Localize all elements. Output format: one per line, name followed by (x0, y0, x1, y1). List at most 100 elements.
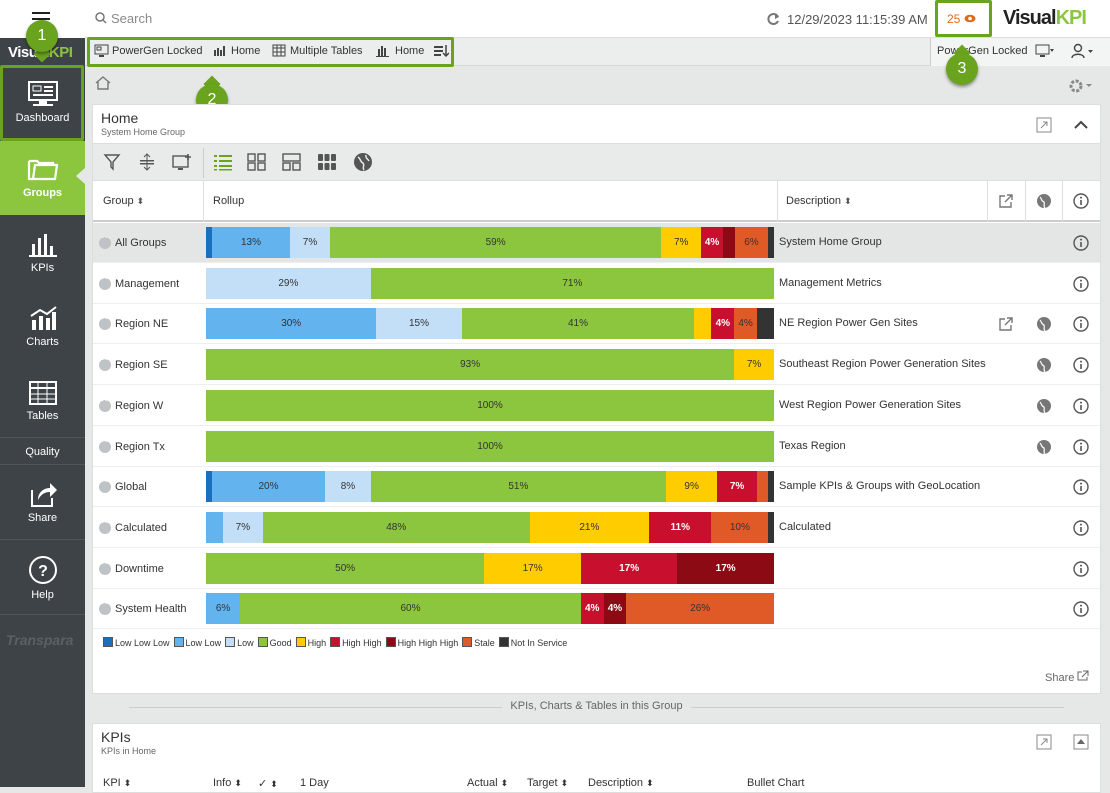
table-row[interactable]: Region NE 30%15%41% 4%4% NE Region Power Ge… (93, 304, 1100, 345)
rollup-segment[interactable]: 50% (206, 552, 485, 584)
rollup-segment[interactable]: 7% (290, 227, 330, 258)
rollup-segment[interactable]: 17% (484, 552, 581, 584)
expand-icon[interactable] (1036, 117, 1052, 133)
table-row[interactable]: Region W 100% West Region Power Generation… (93, 386, 1100, 426)
table-row[interactable]: Region SE 93%7% Southeast Region Power Gen… (93, 345, 1100, 386)
globe-icon[interactable] (353, 152, 373, 172)
info-icon[interactable] (1073, 438, 1089, 458)
table-row[interactable]: Downtime 50%17%17%17% (93, 549, 1100, 589)
external-link-icon[interactable] (998, 316, 1014, 335)
row-menu-icon[interactable] (99, 476, 111, 494)
info-icon[interactable] (1073, 235, 1089, 254)
column-header-group[interactable]: Group ⬍ (103, 195, 144, 207)
collapse-icon[interactable] (1073, 119, 1089, 131)
group-name[interactable]: Region Tx (115, 440, 165, 453)
rollup-bar[interactable]: 29% 71% (206, 267, 774, 299)
rollup-segment[interactable]: 11% (649, 511, 712, 543)
rollup-segment[interactable] (756, 471, 769, 503)
rollup-segment[interactable]: 48% (262, 511, 530, 543)
group-name[interactable]: Downtime (115, 562, 164, 575)
nav-quality[interactable]: Quality (0, 437, 85, 465)
rollup-segment[interactable]: 8% (325, 471, 371, 503)
table-row[interactable]: Region Tx 100% Texas Region (93, 427, 1100, 467)
group-name[interactable]: All Groups (115, 237, 167, 249)
rollup-bar[interactable]: 100% (206, 430, 774, 462)
nav-kpis[interactable]: KPIs (0, 218, 85, 290)
rollup-bar[interactable]: 93% 7% (206, 349, 774, 381)
rollup-segment[interactable]: 7% (717, 471, 757, 503)
globe-header-icon[interactable] (1036, 193, 1052, 209)
nav-tables[interactable]: Tables (0, 366, 85, 436)
info-icon[interactable] (1073, 398, 1089, 417)
rollup-segment[interactable]: 71% (370, 267, 774, 299)
sort-favorites-icon[interactable] (433, 44, 449, 58)
kpi-column-1day[interactable]: 1 Day (300, 777, 329, 789)
rollup-segment[interactable]: 29% (206, 267, 371, 299)
rollup-segment[interactable]: 41% (461, 308, 695, 340)
group-name[interactable]: Region SE (115, 359, 168, 372)
rollup-segment[interactable] (206, 471, 212, 503)
tile-view-icon[interactable] (282, 153, 302, 171)
favorite-link[interactable]: Home (231, 45, 261, 57)
add-dashboard-icon[interactable] (171, 152, 193, 172)
compact-view-icon[interactable] (317, 153, 337, 171)
row-menu-icon[interactable] (99, 313, 111, 331)
table-row[interactable]: Global 20%8%51%9%7% Sample KPIs & Groups w… (93, 467, 1100, 508)
user-icon[interactable] (1071, 43, 1095, 59)
collapse-icon[interactable] (1073, 734, 1089, 750)
rollup-segment[interactable]: 17% (580, 552, 678, 584)
rollup-segment[interactable] (756, 308, 774, 340)
rollup-segment[interactable]: 93% (206, 349, 735, 381)
nav-groups[interactable]: Groups (0, 141, 85, 215)
rollup-segment[interactable]: 26% (626, 593, 774, 625)
nav-help[interactable]: ? Help (0, 541, 85, 615)
info-icon[interactable] (1073, 479, 1089, 498)
group-name[interactable]: Calculated (115, 521, 167, 534)
globe-icon[interactable] (1036, 439, 1052, 458)
group-name[interactable]: System Health (115, 603, 187, 616)
rollup-segment[interactable]: 100% (206, 430, 774, 462)
filter-icon[interactable] (103, 153, 121, 171)
table-row[interactable]: System Health 6%60%4%4%26% (93, 589, 1100, 630)
gear-icon[interactable] (1068, 78, 1096, 94)
rollup-segment[interactable]: 21% (529, 511, 649, 543)
rollup-bar[interactable]: 50% 17% 17% 17% (206, 552, 774, 584)
favorite-link[interactable]: PowerGen Locked (112, 45, 203, 57)
group-name[interactable]: Region NE (115, 318, 169, 331)
group-name[interactable]: Region W (115, 399, 164, 412)
rollup-segment[interactable] (768, 227, 774, 258)
rollup-segment[interactable]: 4% (734, 308, 757, 340)
info-icon[interactable] (1073, 560, 1089, 580)
rollup-segment[interactable]: 4% (711, 308, 735, 340)
rollup-segment[interactable]: 20% (211, 471, 326, 503)
kpi-column-description[interactable]: Description ⬍ (588, 777, 654, 789)
refresh-icon[interactable] (766, 12, 780, 26)
rollup-segment[interactable]: 4% (700, 227, 724, 258)
rollup-segment[interactable] (723, 227, 735, 258)
rollup-segment[interactable]: 7% (223, 511, 263, 543)
alert-count[interactable]: 25 (947, 12, 976, 26)
row-menu-icon[interactable] (99, 395, 111, 412)
rollup-segment[interactable] (206, 227, 212, 258)
rollup-segment[interactable] (694, 308, 712, 340)
nav-dashboard[interactable]: Dashboard (0, 64, 85, 140)
rollup-bar[interactable]: 7% 48% 21% 11% 10% (206, 511, 774, 543)
row-menu-icon[interactable] (99, 273, 111, 290)
kpi-column-check[interactable]: ✓ ⬍ (258, 777, 278, 790)
kpi-column-actual[interactable]: Actual ⬍ (467, 777, 508, 789)
rollup-bar[interactable]: 6% 60% 4% 4% 26% (206, 593, 774, 625)
nav-share[interactable]: Share (0, 466, 85, 540)
rollup-segment[interactable]: 59% (329, 227, 662, 258)
group-name[interactable]: Management (115, 277, 180, 290)
globe-icon[interactable] (1036, 357, 1052, 376)
row-menu-icon[interactable] (99, 598, 111, 616)
home-icon[interactable] (95, 76, 111, 90)
info-icon[interactable] (1073, 601, 1089, 620)
rollup-bar[interactable]: 20% 8% 51% 9% 7% (206, 471, 774, 503)
table-row[interactable]: Calculated 7%48%21%11%10% Calculated (93, 508, 1100, 548)
rollup-bar[interactable]: 13% 7% 59% 7% 4% 6% (206, 227, 774, 258)
rollup-segment[interactable]: 15% (376, 308, 462, 340)
rollup-segment[interactable]: 60% (240, 593, 581, 625)
kpi-column-kpi[interactable]: KPI ⬍ (103, 777, 131, 789)
